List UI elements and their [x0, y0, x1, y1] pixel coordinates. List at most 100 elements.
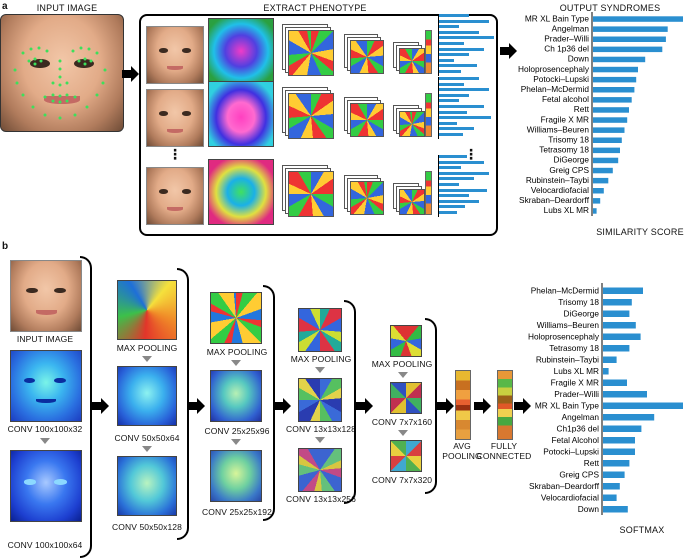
conv1-caption: CONV 100x100x32 — [7, 424, 83, 434]
conv3-caption: CONV 50x50x64 — [114, 433, 180, 443]
bar — [603, 368, 609, 375]
bar — [593, 36, 666, 42]
down-arrow-icon — [315, 437, 325, 443]
bar — [603, 460, 630, 467]
phenotype-face-thumbnail — [146, 89, 204, 147]
feature-bar — [439, 110, 467, 114]
feature-bar — [439, 166, 461, 170]
bar — [593, 107, 629, 113]
feature-bar — [439, 58, 454, 62]
feature-bar — [439, 188, 487, 192]
feature-bar — [439, 64, 477, 68]
feature-map-stack — [282, 87, 334, 139]
feature-bar — [439, 194, 469, 198]
bar — [593, 127, 625, 133]
feature-bar — [439, 53, 469, 57]
category-label: MR XL Bain Type — [535, 400, 599, 410]
bar — [593, 87, 635, 93]
conv9-caption: CONV 7x7x160 — [371, 417, 433, 427]
arrow-icon — [122, 66, 139, 82]
category-label: MR XL Bain Type — [525, 13, 589, 23]
category-label: Potocki–Lupski — [543, 446, 599, 456]
conv5-feature-map — [210, 370, 262, 422]
similarity-score-label: SIMILARITY SCORE — [596, 227, 684, 237]
fully-connected-vector — [497, 370, 513, 440]
bar — [603, 494, 617, 501]
bar — [593, 97, 632, 103]
category-label: Skraban–Deardorff — [519, 195, 590, 205]
feature-map-stack — [282, 165, 334, 217]
bar — [593, 26, 668, 32]
feature-vector — [425, 93, 432, 137]
bar — [603, 345, 630, 352]
bar — [593, 46, 663, 53]
pool1-feature-map — [117, 280, 177, 340]
conv6-feature-map — [210, 450, 262, 502]
category-label: Ch1p36 del — [557, 423, 600, 433]
category-label: Holoprosencephaly — [518, 64, 590, 74]
down-arrow-icon — [40, 438, 50, 444]
category-label: Phelan–McDermid — [531, 285, 600, 295]
category-label: Velocardiofacial — [531, 185, 589, 195]
input-face-small — [10, 260, 82, 332]
feature-bar — [439, 155, 467, 158]
conv6-caption: CONV 25x25x192 — [202, 507, 272, 517]
feature-bars — [438, 155, 495, 217]
arrow-icon — [356, 398, 373, 414]
input-image-title: INPUT IMAGE — [36, 3, 98, 13]
category-label: Rubinstein–Taybi — [536, 354, 599, 364]
category-label: Angelman — [552, 23, 590, 33]
arrow-icon — [474, 398, 491, 414]
feature-bar — [439, 211, 457, 214]
category-label: Down — [568, 54, 590, 64]
bar — [603, 379, 627, 386]
bar — [593, 16, 683, 22]
feature-bar — [439, 88, 489, 92]
category-label: Trisomy 18 — [548, 134, 589, 144]
bar — [593, 66, 638, 73]
bar — [593, 137, 622, 143]
pool4-caption: MAX POOLING — [371, 359, 433, 369]
output-syndromes-title: OUTPUT SYNDROMES — [559, 3, 661, 13]
feature-map-stack — [282, 24, 334, 76]
conv8-feature-map — [298, 448, 342, 492]
arrow-icon — [514, 398, 531, 414]
feature-bar — [439, 116, 491, 120]
feature-bar — [439, 171, 489, 175]
feature-map-stack — [393, 105, 425, 137]
block4-brace — [344, 300, 356, 504]
block1-brace — [80, 256, 92, 558]
category-label: Williams–Beuren — [527, 124, 590, 134]
category-label: Rett — [574, 104, 590, 114]
feature-bar — [439, 30, 479, 34]
conv9-feature-map — [390, 382, 422, 414]
avg-pooling-vector — [455, 370, 471, 440]
bar — [593, 188, 604, 194]
phenotype-face-thumbnail — [146, 26, 204, 84]
feature-map-stack — [344, 175, 384, 215]
avg-caption: AVG — [453, 441, 471, 451]
bar — [603, 414, 655, 421]
category-label: Lubs XL MR — [554, 366, 599, 376]
category-label: Williams–Beuren — [537, 320, 600, 330]
feature-bar — [439, 183, 459, 186]
category-label: Velocardiofacial — [541, 492, 599, 502]
feature-map-stack — [393, 42, 425, 74]
conv10-caption: CONV 7x7x320 — [371, 475, 433, 485]
bar — [603, 356, 617, 363]
ellipsis-features: ⋮ — [464, 146, 478, 162]
down-arrow-icon — [231, 360, 241, 366]
feature-map-stack — [344, 97, 384, 137]
pooling-caption: POOLING — [442, 451, 482, 461]
down-arrow-icon — [398, 372, 408, 378]
feature-bar — [439, 99, 459, 103]
conv7-feature-map — [298, 378, 342, 422]
input-image-caption: INPUT IMAGE — [16, 334, 74, 344]
category-label: Greig CPS — [559, 469, 599, 479]
conv3-feature-map — [117, 366, 177, 426]
category-label: Tetrasomy 18 — [549, 343, 599, 353]
arrow-icon — [92, 398, 109, 414]
feature-bar — [439, 121, 457, 125]
pool3-feature-map — [298, 308, 342, 352]
